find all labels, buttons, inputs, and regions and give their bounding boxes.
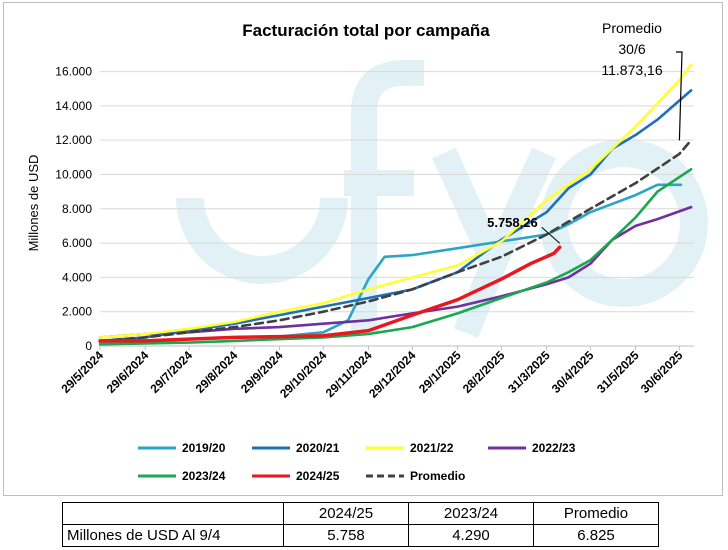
annotation-promedio-line: 30/6 xyxy=(618,41,645,57)
table-header-promedio: Promedio xyxy=(533,502,659,525)
x-tick-label: 31/3/2025 xyxy=(505,348,553,396)
watermark xyxy=(176,60,708,338)
x-tick-label: 29/7/2024 xyxy=(147,348,195,396)
x-tick-label: 29/6/2024 xyxy=(104,348,152,396)
x-tick-label: 30/4/2025 xyxy=(549,348,597,396)
legend-label: 2021/22 xyxy=(410,441,454,455)
x-tick-label: 29/5/2024 xyxy=(58,348,106,396)
series-line-promedio xyxy=(98,138,693,343)
summary-table: 2024/25 2023/24 Promedio Millones de USD… xyxy=(62,502,659,547)
annotations: 5.758,26 Promedio 30/6 11.873,16 xyxy=(487,20,683,244)
y-tick-label: 8.000 xyxy=(62,202,92,216)
watermark-letter-f xyxy=(344,60,424,333)
annotation-promedio-pointer xyxy=(676,51,683,141)
annotation-promedio-line: 11.873,16 xyxy=(601,62,662,78)
y-tick-label: 16.000 xyxy=(55,65,92,79)
y-tick-label: 14.000 xyxy=(55,99,92,113)
y-axis-ticks: 0 2.000 4.000 6.000 8.000 10.000 12.000 14.000 1… xyxy=(55,65,92,353)
table-cell-2024-25: 5.758 xyxy=(283,524,409,547)
x-tick-label: 29/8/2024 xyxy=(193,348,241,396)
x-tick-label: 29/10/2024 xyxy=(277,348,330,401)
y-tick-label: 4.000 xyxy=(62,270,92,284)
table-header-row: 2024/25 2023/24 Promedio xyxy=(62,502,659,525)
y-tick-label: 2.000 xyxy=(62,305,92,319)
watermark-letter-c xyxy=(176,197,348,284)
legend-label: 2020/21 xyxy=(296,441,340,455)
table-cell-promedio: 6.825 xyxy=(533,524,659,547)
table-cell-2023-24: 4.290 xyxy=(408,524,534,547)
x-tick-label: 29/1/2025 xyxy=(416,348,464,396)
table-row-label: Millones de USD Al 9/4 xyxy=(62,524,284,547)
y-tick-label: 12.000 xyxy=(55,133,92,147)
series-line-2021-22 xyxy=(98,63,693,339)
legend-label: 2023/24 xyxy=(182,469,226,483)
x-tick-label: 29/12/2024 xyxy=(366,348,419,401)
y-tick-label: 10.000 xyxy=(55,167,92,181)
x-axis-ticks: 29/5/202429/6/202429/7/202429/8/202429/9… xyxy=(58,346,686,401)
table-header-2024-25: 2024/25 xyxy=(283,502,409,525)
annotation-promedio-line: Promedio xyxy=(602,20,662,36)
watermark-letter-o xyxy=(540,139,708,307)
legend-label: 2022/23 xyxy=(532,441,576,455)
legend-label: 2024/25 xyxy=(296,469,340,483)
series-line-2023-24 xyxy=(98,168,693,346)
y-tick-label: 6.000 xyxy=(62,236,92,250)
legend-label: Promedio xyxy=(410,469,465,483)
series-line-2024-25 xyxy=(98,245,562,343)
table-header-empty xyxy=(62,502,284,525)
table-row: Millones de USD Al 9/4 5.758 4.290 6.825 xyxy=(62,524,659,547)
chart-svg: Facturación total por campaña Millones d… xyxy=(26,20,708,483)
watermark-letter-y xyxy=(432,147,556,338)
x-tick-label: 31/5/2025 xyxy=(594,348,642,396)
y-tick-label: 0 xyxy=(85,339,92,353)
annotation-current-value: 5.758,26 xyxy=(487,215,538,230)
annotation-pointer xyxy=(541,226,561,244)
y-axis-label: Millones de USD xyxy=(26,155,41,252)
legend-label: 2019/20 xyxy=(182,441,226,455)
chart-title: Facturación total por campaña xyxy=(242,21,490,40)
chart-frame: Facturación total por campaña Millones d… xyxy=(3,2,723,496)
series-lines xyxy=(98,63,693,346)
table-header-2023-24: 2023/24 xyxy=(408,502,534,525)
x-tick-label: 30/6/2025 xyxy=(638,348,686,396)
x-tick-label: 28/2/2025 xyxy=(460,348,508,396)
grid-lines xyxy=(100,71,694,347)
legend: 2019/20 2020/21 2021/22 2022/23 2023/24 2024/… xyxy=(138,441,576,483)
